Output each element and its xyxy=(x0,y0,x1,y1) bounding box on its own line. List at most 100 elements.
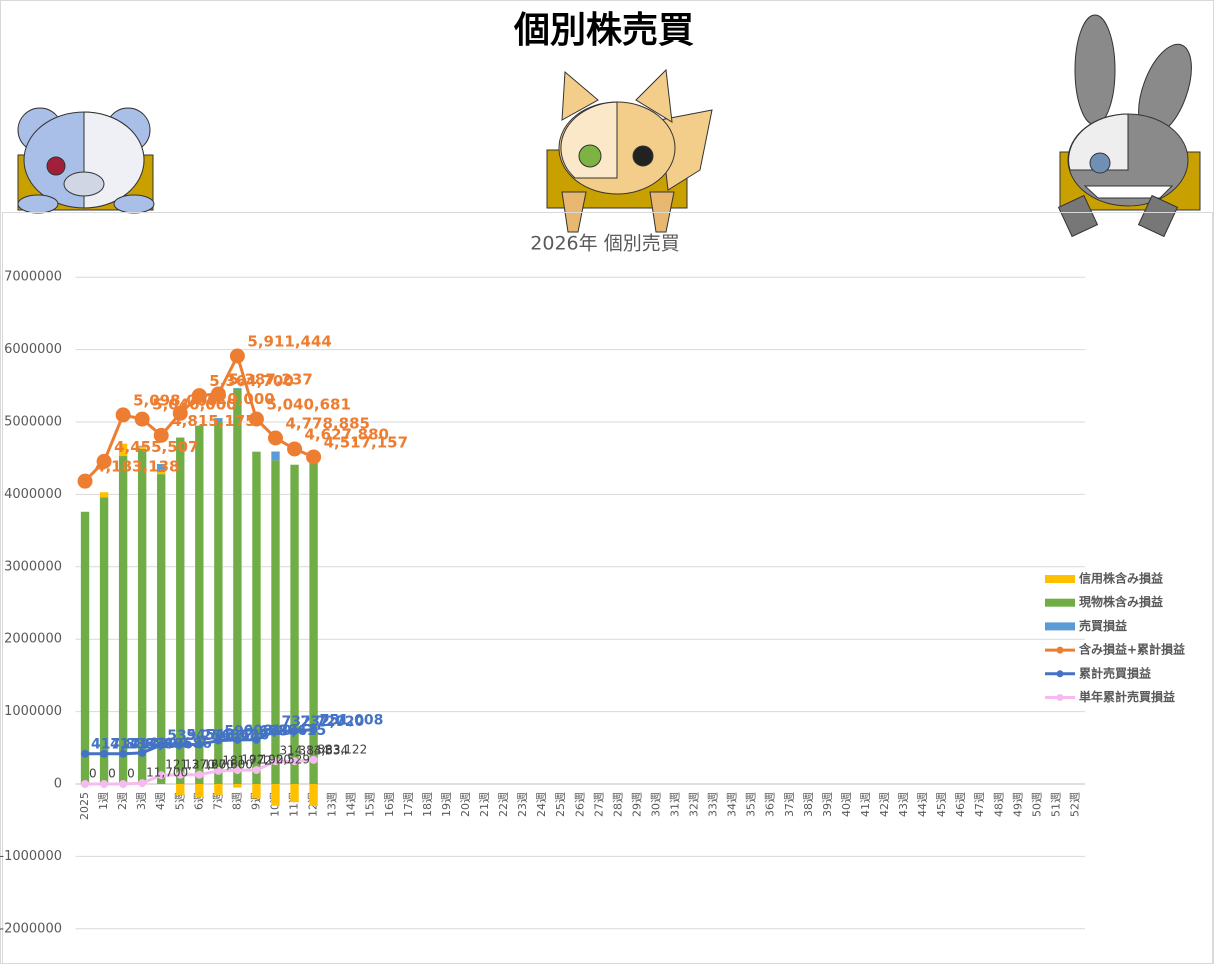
x-tick-label: 2025 xyxy=(78,792,91,820)
legend-label: 信用株含み損益 xyxy=(1079,571,1163,586)
data-label: 314,834 xyxy=(279,744,329,758)
bar xyxy=(290,464,299,784)
y-tick-label: 5000000 xyxy=(4,415,62,430)
marker xyxy=(153,427,169,443)
y-tick-label: -2000000 xyxy=(0,921,62,936)
x-tick-label: 13週 xyxy=(326,792,339,817)
x-tick-label: 37週 xyxy=(783,792,796,817)
data-label: 5,040,000 xyxy=(152,396,236,414)
x-tick-label: 40週 xyxy=(840,792,853,817)
marker xyxy=(233,766,242,775)
data-label: 127,600 xyxy=(203,757,253,771)
marker xyxy=(309,755,318,764)
y-tick-label: 2000000 xyxy=(4,632,62,647)
x-tick-label: 15週 xyxy=(364,792,377,817)
bar xyxy=(195,784,204,798)
marker xyxy=(81,780,90,788)
data-label: 732,720 xyxy=(281,714,345,730)
marker xyxy=(267,430,283,446)
x-tick-label: 35週 xyxy=(745,792,758,817)
data-label: 4,183,138 xyxy=(95,458,179,476)
x-tick-label: 21週 xyxy=(478,792,491,817)
data-label: 314,834 xyxy=(299,744,349,758)
chart-title: 2026年 個別売買 xyxy=(530,233,679,255)
x-tick-label: 51週 xyxy=(1049,792,1062,817)
y-tick-label: 4000000 xyxy=(4,487,62,502)
x-tick-label: 28週 xyxy=(611,792,624,817)
legend-label: 単年累計売買損益 xyxy=(1079,689,1175,704)
marker xyxy=(134,411,150,427)
data-label: 11,700 xyxy=(146,766,188,780)
y-tick-label: 3000000 xyxy=(4,559,62,574)
bar xyxy=(118,456,128,784)
marker xyxy=(233,735,242,744)
bar xyxy=(80,511,90,784)
x-tick-label: 46週 xyxy=(954,792,967,817)
marker xyxy=(176,740,185,749)
chart-frame xyxy=(2,212,1213,964)
x-tick-label: 47週 xyxy=(973,792,986,817)
x-tick-label: 36週 xyxy=(764,792,777,817)
data-label: 4,815,175 xyxy=(171,412,255,430)
x-tick-label: 20週 xyxy=(459,792,472,817)
data-label: 121,370 xyxy=(165,758,215,772)
bar xyxy=(157,471,166,475)
x-tick-label: 33週 xyxy=(707,792,720,817)
marker xyxy=(195,740,204,749)
bar xyxy=(214,422,223,784)
data-label: 417,886 xyxy=(110,737,174,753)
data-label: 5,387,237 xyxy=(228,370,312,388)
data-label: 609,886 xyxy=(243,723,307,739)
page-title: 個別株売買 xyxy=(513,10,694,51)
marker xyxy=(119,749,128,758)
marker xyxy=(290,726,299,735)
x-tick-label: 19週 xyxy=(440,792,453,817)
bar xyxy=(290,784,299,803)
x-tick-label: 1週 xyxy=(97,792,110,810)
marker xyxy=(115,407,131,423)
bar xyxy=(118,443,128,457)
data-label: 127,600 xyxy=(184,757,234,771)
data-label: 4,627,880 xyxy=(305,425,389,443)
data-label: 599,658 xyxy=(224,724,288,740)
marker xyxy=(210,386,226,402)
x-tick-label: 45週 xyxy=(935,792,948,817)
data-label: 417,886 xyxy=(129,737,193,753)
data-label: 429,586 xyxy=(148,736,212,752)
bar xyxy=(252,784,261,799)
legend-swatch xyxy=(1045,598,1075,607)
legend-swatch xyxy=(1045,622,1075,631)
rabbit-character xyxy=(1057,14,1201,238)
marker xyxy=(100,780,109,788)
x-tick-label: 25週 xyxy=(554,792,567,817)
marker xyxy=(287,441,303,457)
bar xyxy=(309,455,318,784)
x-tick-label: 39週 xyxy=(821,792,834,817)
x-tick-label: 23週 xyxy=(516,792,529,817)
marker xyxy=(248,411,264,427)
legend-swatch xyxy=(1045,575,1075,583)
x-tick-label: 32週 xyxy=(688,792,701,817)
x-tick-label: 2週 xyxy=(116,792,129,810)
bar xyxy=(137,448,147,784)
bar xyxy=(271,784,280,806)
bear-character xyxy=(17,107,155,214)
data-label: 545,486 xyxy=(186,728,250,744)
data-label: 4,778,885 xyxy=(285,415,369,433)
marker xyxy=(290,757,299,766)
bar xyxy=(233,784,242,788)
data-label: 5,364,700 xyxy=(209,372,293,390)
x-tick-label: 18週 xyxy=(421,792,434,817)
data-label: 4,455,507 xyxy=(114,438,198,456)
marker xyxy=(157,740,166,749)
y-tick-label: 6000000 xyxy=(4,342,62,357)
x-tick-label: 16週 xyxy=(383,792,396,817)
marker xyxy=(252,735,261,744)
legend-label: 売買損益 xyxy=(1079,618,1127,633)
bar xyxy=(176,437,185,784)
bar xyxy=(271,460,280,784)
marker xyxy=(172,405,188,421)
x-tick-label: 3週 xyxy=(135,792,148,810)
data-label: 5,098,000 xyxy=(133,391,217,409)
marker xyxy=(191,388,207,404)
